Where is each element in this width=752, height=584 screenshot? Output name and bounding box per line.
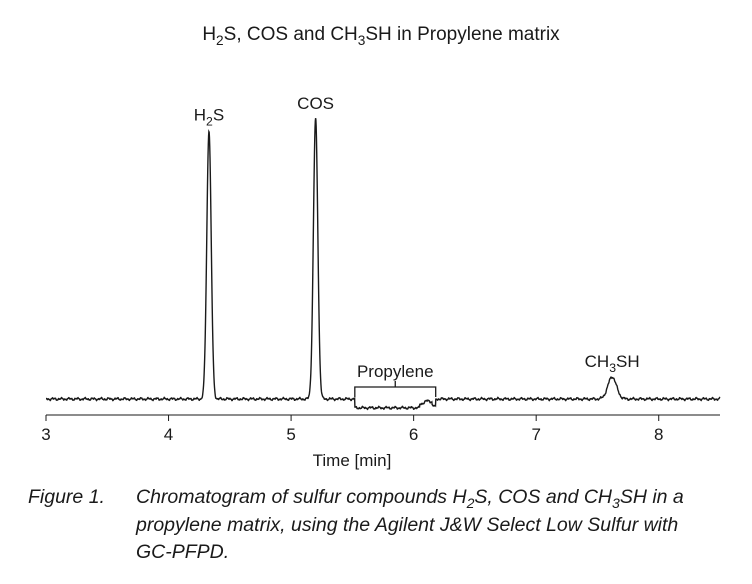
x-tick-label: 6 [409,425,418,444]
x-axis: 3 4 5 6 7 8 [41,414,720,444]
caption-text: Chromatogram of sulfur compounds H2S, CO… [136,484,736,566]
x-tick-label: 4 [164,425,173,444]
x-axis-label: Time [min] [313,451,392,470]
peak-label: H2S [194,106,224,129]
caption-line: GC-PFPD. [136,541,230,563]
propylene-label: Propylene [357,362,434,381]
x-tick-label: 7 [531,425,540,444]
chromatogram-chart: H2S, COS and CH3SH in Propylene matrix 3… [41,24,721,470]
caption-line: Chromatogram of sulfur compounds H2S, CO… [136,486,684,511]
peak-label: COS [297,94,334,113]
chart-title: H2S, COS and CH3SH in Propylene matrix [202,24,560,48]
chromatogram-trace [45,118,721,411]
x-tick-label: 5 [286,425,295,444]
propylene-bracket-line [354,381,437,397]
x-tick-label: 8 [654,425,663,444]
peak-label: CH3SH [585,352,640,375]
figure-label: Figure 1. [28,486,105,508]
propylene-bracket: Propylene [354,362,437,397]
peak-labels: H2S COS CH3SH [194,94,640,375]
caption-line: propylene matrix, using the Agilent J&W … [136,514,679,536]
x-tick-label: 3 [41,425,50,444]
